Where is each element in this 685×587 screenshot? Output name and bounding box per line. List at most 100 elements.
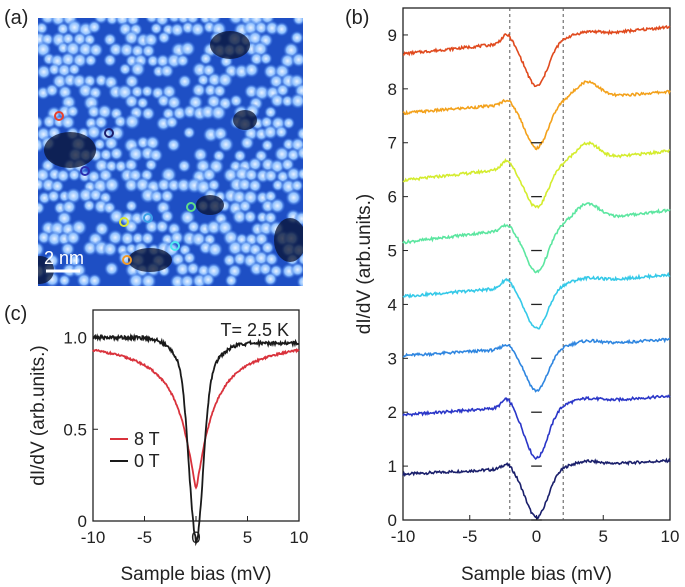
x-tick-label-c: -10 xyxy=(81,528,106,547)
stm-atom xyxy=(269,92,285,109)
y-tick-label-c: 1.0 xyxy=(63,329,87,348)
y-tick-label-b: 8 xyxy=(388,80,397,99)
panel-label-b: (b) xyxy=(345,7,369,29)
stm-atom xyxy=(191,82,207,98)
stm-atom xyxy=(123,113,141,130)
series-yellow xyxy=(402,140,671,209)
stm-atom xyxy=(233,149,247,163)
stm-atom xyxy=(262,124,279,140)
stm-atom xyxy=(93,137,107,151)
stm-atom xyxy=(165,115,179,130)
stm-atom xyxy=(179,40,196,57)
y-tick-label-b: 1 xyxy=(388,457,397,476)
stm-atom xyxy=(290,51,303,68)
stm-atom xyxy=(290,262,303,277)
series-8T xyxy=(92,347,300,490)
x-tick-label-b: 0 xyxy=(532,527,541,546)
y-tick-label-b: 3 xyxy=(388,349,397,368)
x-tick-label-c: -5 xyxy=(137,528,152,547)
stm-atom xyxy=(229,93,243,108)
orange-marker xyxy=(122,255,132,265)
stm-atom xyxy=(292,18,303,26)
stm-atom xyxy=(103,176,121,194)
stm-atom xyxy=(87,273,102,286)
x-tick-label-b: 10 xyxy=(661,527,680,546)
stm-atom xyxy=(186,219,201,234)
stm-atom xyxy=(46,189,61,204)
stm-atom xyxy=(216,71,234,88)
stm-atom xyxy=(87,20,102,35)
stm-atom xyxy=(149,21,163,35)
stm-atom xyxy=(166,137,181,153)
stm-atom xyxy=(84,53,98,67)
stm-atom xyxy=(154,219,170,234)
stm-atom xyxy=(243,61,260,78)
panel-label-a: (a) xyxy=(4,7,28,29)
y-tick-label-b: 2 xyxy=(388,403,397,422)
stm-atom xyxy=(124,199,138,213)
stm-atom xyxy=(38,241,45,258)
x-axis-label-c: Sample bias (mV) xyxy=(121,564,272,585)
y-tick-label-b: 4 xyxy=(388,295,397,314)
stm-atom xyxy=(82,198,96,213)
stm-atom xyxy=(179,273,196,286)
stm-atom xyxy=(85,124,102,141)
series-navy xyxy=(402,457,671,520)
x-tick-label-b: -10 xyxy=(391,527,416,546)
stm-atom xyxy=(285,166,302,183)
stm-atom xyxy=(289,92,303,110)
legend-label: 8 T xyxy=(134,429,160,449)
stm-atom xyxy=(282,116,296,130)
stm-atom xyxy=(169,22,185,38)
navy-marker xyxy=(104,128,114,138)
stm-atom xyxy=(231,208,248,225)
stm-atom xyxy=(177,159,192,173)
green-marker xyxy=(186,202,196,212)
stm-dark-region xyxy=(196,195,224,215)
stm-atom xyxy=(140,272,157,286)
stm-atom xyxy=(118,62,132,76)
stm-dark-region xyxy=(128,248,172,272)
stm-atom xyxy=(206,241,224,258)
stm-dark-region xyxy=(274,218,303,262)
stm-atom xyxy=(159,188,175,204)
stm-atom xyxy=(38,201,46,215)
stm-atom xyxy=(144,158,158,172)
stm-atom xyxy=(143,32,159,48)
stm-atom xyxy=(102,241,119,258)
stm-atom xyxy=(140,84,154,98)
y-tick-label-b: 0 xyxy=(388,511,397,530)
y-tick-label-b: 9 xyxy=(388,26,397,45)
y-tick-label-c: 0 xyxy=(78,512,87,531)
series-red xyxy=(403,24,671,88)
lightblue-marker xyxy=(143,213,153,223)
stm-atom xyxy=(140,106,156,121)
legend-label: 0 T xyxy=(134,451,160,471)
red-marker xyxy=(54,111,64,121)
stm-atom xyxy=(159,63,175,79)
stm-atom xyxy=(260,138,274,152)
stm-atom xyxy=(296,167,303,181)
stm-atom xyxy=(109,146,124,161)
stm-atom xyxy=(296,145,303,161)
scale-bar-label: 2 nm xyxy=(44,248,84,268)
series-orange xyxy=(402,80,671,151)
yellow-marker xyxy=(119,217,129,227)
series-lightblue xyxy=(402,337,670,393)
stm-markers xyxy=(54,111,196,265)
stm-atom xyxy=(224,273,238,286)
stm-atom xyxy=(296,274,303,286)
x-axis-label-b: Sample bias (mV) xyxy=(461,564,612,585)
stm-atom xyxy=(60,241,76,257)
stm-dark-region xyxy=(38,256,54,284)
stm-atom xyxy=(201,272,216,286)
stm-atom xyxy=(263,271,278,286)
stm-atom xyxy=(217,136,235,153)
y-axis-label-b: dI/dV (arb.units.) xyxy=(354,194,375,334)
x-tick-label-c: 5 xyxy=(243,528,252,547)
blue-marker xyxy=(80,166,90,176)
stm-atom xyxy=(177,74,193,89)
y-tick-label-b: 6 xyxy=(388,188,397,207)
stm-atom xyxy=(41,114,57,130)
